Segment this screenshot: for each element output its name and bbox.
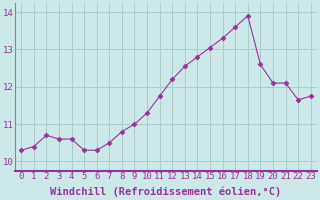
X-axis label: Windchill (Refroidissement éolien,°C): Windchill (Refroidissement éolien,°C) <box>50 187 282 197</box>
